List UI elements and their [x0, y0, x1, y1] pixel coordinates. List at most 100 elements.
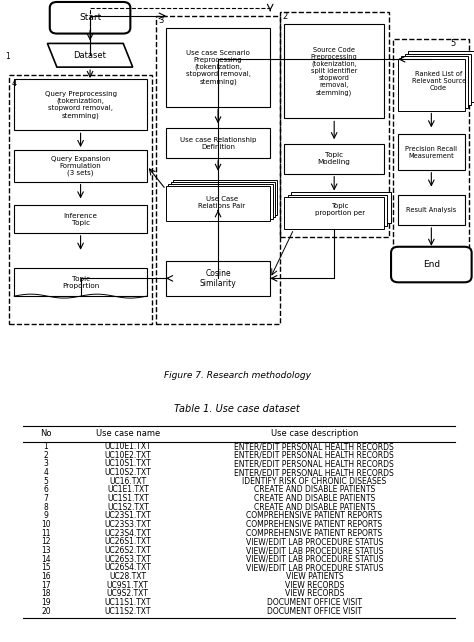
FancyBboxPatch shape [50, 2, 130, 33]
Text: 11: 11 [41, 529, 51, 538]
Text: UC28.TXT: UC28.TXT [109, 572, 146, 581]
Text: UC26S3.TXT: UC26S3.TXT [104, 555, 151, 564]
Polygon shape [47, 44, 133, 67]
Text: 3: 3 [44, 460, 48, 469]
Text: ENTER/EDIT PERSONAL HEALTH RECORDS: ENTER/EDIT PERSONAL HEALTH RECORDS [235, 460, 394, 469]
Text: 6: 6 [44, 485, 48, 494]
Text: Query Preprocessing
(tokenization,
stopword removal,
stemming): Query Preprocessing (tokenization, stopw… [45, 91, 117, 119]
FancyBboxPatch shape [398, 59, 465, 110]
Text: UC10E2.TXT: UC10E2.TXT [104, 451, 151, 460]
Text: UC11S2.TXT: UC11S2.TXT [105, 607, 151, 616]
Text: IDENTIFY RISK OF CHRONIC DISEASES: IDENTIFY RISK OF CHRONIC DISEASES [242, 477, 386, 486]
FancyBboxPatch shape [284, 24, 384, 118]
Text: Topic
Modeling: Topic Modeling [318, 152, 351, 166]
Text: DOCUMENT OFFICE VISIT: DOCUMENT OFFICE VISIT [267, 598, 362, 607]
Text: UC10E1.TXT: UC10E1.TXT [104, 442, 151, 451]
Text: Inference
Topic: Inference Topic [64, 213, 98, 225]
Text: VIEW PATIENTS: VIEW PATIENTS [285, 572, 343, 581]
Text: COMPREHENSIVE PATIENT REPORTS: COMPREHENSIVE PATIENT REPORTS [246, 529, 383, 538]
Text: CREATE AND DISABLE PATIENTS: CREATE AND DISABLE PATIENTS [254, 485, 375, 494]
FancyBboxPatch shape [14, 79, 147, 130]
FancyBboxPatch shape [398, 195, 465, 225]
Text: Cosine
Similarity: Cosine Similarity [200, 268, 237, 288]
Text: CREATE AND DISABLE PATIENTS: CREATE AND DISABLE PATIENTS [254, 494, 375, 503]
FancyBboxPatch shape [291, 192, 391, 223]
Text: VIEW RECORDS: VIEW RECORDS [285, 581, 344, 590]
Text: UC11S1.TXT: UC11S1.TXT [105, 598, 151, 607]
FancyBboxPatch shape [166, 28, 270, 107]
Text: Table 1. Use case dataset: Table 1. Use case dataset [174, 404, 300, 415]
Text: UC10S1.TXT: UC10S1.TXT [104, 460, 151, 469]
Text: UC23S1.TXT: UC23S1.TXT [104, 512, 151, 521]
Text: 20: 20 [41, 607, 51, 616]
Text: 4: 4 [12, 79, 17, 88]
Text: 14: 14 [41, 555, 51, 564]
Text: Use Case
Relations Pair: Use Case Relations Pair [198, 196, 245, 209]
Text: 10: 10 [41, 520, 51, 529]
Text: Source Code
Preprocessing
(tokenization,
split identifier
stopword
removal,
stem: Source Code Preprocessing (tokenization,… [311, 47, 357, 96]
Text: ENTER/EDIT PERSONAL HEALTH RECORDS: ENTER/EDIT PERSONAL HEALTH RECORDS [235, 468, 394, 477]
Text: 1: 1 [44, 442, 48, 451]
Text: 18: 18 [41, 589, 51, 598]
Text: VIEW RECORDS: VIEW RECORDS [285, 589, 344, 598]
Text: UC26S2.TXT: UC26S2.TXT [104, 546, 151, 555]
Text: Dataset: Dataset [73, 51, 107, 60]
Text: 12: 12 [41, 537, 51, 546]
Text: Figure 7. Research methodology: Figure 7. Research methodology [164, 370, 310, 379]
FancyBboxPatch shape [166, 186, 270, 221]
Text: UC1S1.TXT: UC1S1.TXT [107, 494, 149, 503]
FancyBboxPatch shape [168, 184, 273, 219]
Text: UC23S3.TXT: UC23S3.TXT [104, 520, 151, 529]
FancyBboxPatch shape [171, 182, 275, 217]
Text: 2: 2 [44, 451, 48, 460]
Text: COMPREHENSIVE PATIENT REPORTS: COMPREHENSIVE PATIENT REPORTS [246, 520, 383, 529]
Text: UC9S1.TXT: UC9S1.TXT [107, 581, 149, 590]
FancyBboxPatch shape [391, 247, 472, 282]
FancyBboxPatch shape [408, 51, 474, 102]
FancyBboxPatch shape [398, 134, 465, 169]
Text: UC9S2.TXT: UC9S2.TXT [107, 589, 149, 598]
Text: Ranked List of
Relevant Source
Code: Ranked List of Relevant Source Code [411, 71, 466, 91]
Text: 15: 15 [41, 564, 51, 573]
Text: 3: 3 [159, 16, 164, 25]
FancyBboxPatch shape [288, 195, 387, 226]
Text: 17: 17 [41, 581, 51, 590]
Text: CREATE AND DISABLE PATIENTS: CREATE AND DISABLE PATIENTS [254, 503, 375, 512]
Text: VIEW/EDIT LAB PROCEDURE STATUS: VIEW/EDIT LAB PROCEDURE STATUS [246, 546, 383, 555]
FancyBboxPatch shape [173, 180, 277, 215]
FancyBboxPatch shape [284, 144, 384, 174]
Text: 1: 1 [5, 52, 9, 61]
Text: End: End [423, 260, 440, 269]
Text: 7: 7 [44, 494, 48, 503]
Text: UC26S1.TXT: UC26S1.TXT [104, 537, 151, 546]
Text: No: No [40, 429, 52, 438]
FancyBboxPatch shape [166, 261, 270, 296]
Text: Use case description: Use case description [271, 429, 358, 438]
Text: Topic
Proportion: Topic Proportion [62, 276, 99, 289]
Text: UC26S4.TXT: UC26S4.TXT [104, 564, 151, 573]
FancyBboxPatch shape [14, 268, 147, 296]
Text: Result Analysis: Result Analysis [406, 207, 456, 213]
Text: VIEW/EDIT LAB PROCEDURE STATUS: VIEW/EDIT LAB PROCEDURE STATUS [246, 564, 383, 573]
Text: ENTER/EDIT PERSONAL HEALTH RECORDS: ENTER/EDIT PERSONAL HEALTH RECORDS [235, 442, 394, 451]
Text: 8: 8 [44, 503, 48, 512]
Text: ENTER/EDIT PERSONAL HEALTH RECORDS: ENTER/EDIT PERSONAL HEALTH RECORDS [235, 451, 394, 460]
Text: VIEW/EDIT LAB PROCEDURE STATUS: VIEW/EDIT LAB PROCEDURE STATUS [246, 537, 383, 546]
FancyBboxPatch shape [14, 205, 147, 233]
Text: Use case Scenario
Preprocessing
(tokenization,
stopword removal,
stemming): Use case Scenario Preprocessing (tokeniz… [185, 49, 251, 85]
Text: 5: 5 [450, 40, 456, 49]
FancyBboxPatch shape [284, 198, 384, 229]
Text: 9: 9 [44, 512, 48, 521]
Text: COMPREHENSIVE PATIENT REPORTS: COMPREHENSIVE PATIENT REPORTS [246, 512, 383, 521]
FancyBboxPatch shape [401, 56, 468, 108]
Text: 13: 13 [41, 546, 51, 555]
Text: UC16.TXT: UC16.TXT [109, 477, 146, 486]
Text: 5: 5 [44, 477, 48, 486]
Text: UC10S2.TXT: UC10S2.TXT [104, 468, 151, 477]
FancyBboxPatch shape [166, 128, 270, 158]
Text: UC1S2.TXT: UC1S2.TXT [107, 503, 149, 512]
Text: 16: 16 [41, 572, 51, 581]
Text: Start: Start [79, 13, 101, 22]
Text: UC23S4.TXT: UC23S4.TXT [104, 529, 151, 538]
Text: DOCUMENT OFFICE VISIT: DOCUMENT OFFICE VISIT [267, 607, 362, 616]
